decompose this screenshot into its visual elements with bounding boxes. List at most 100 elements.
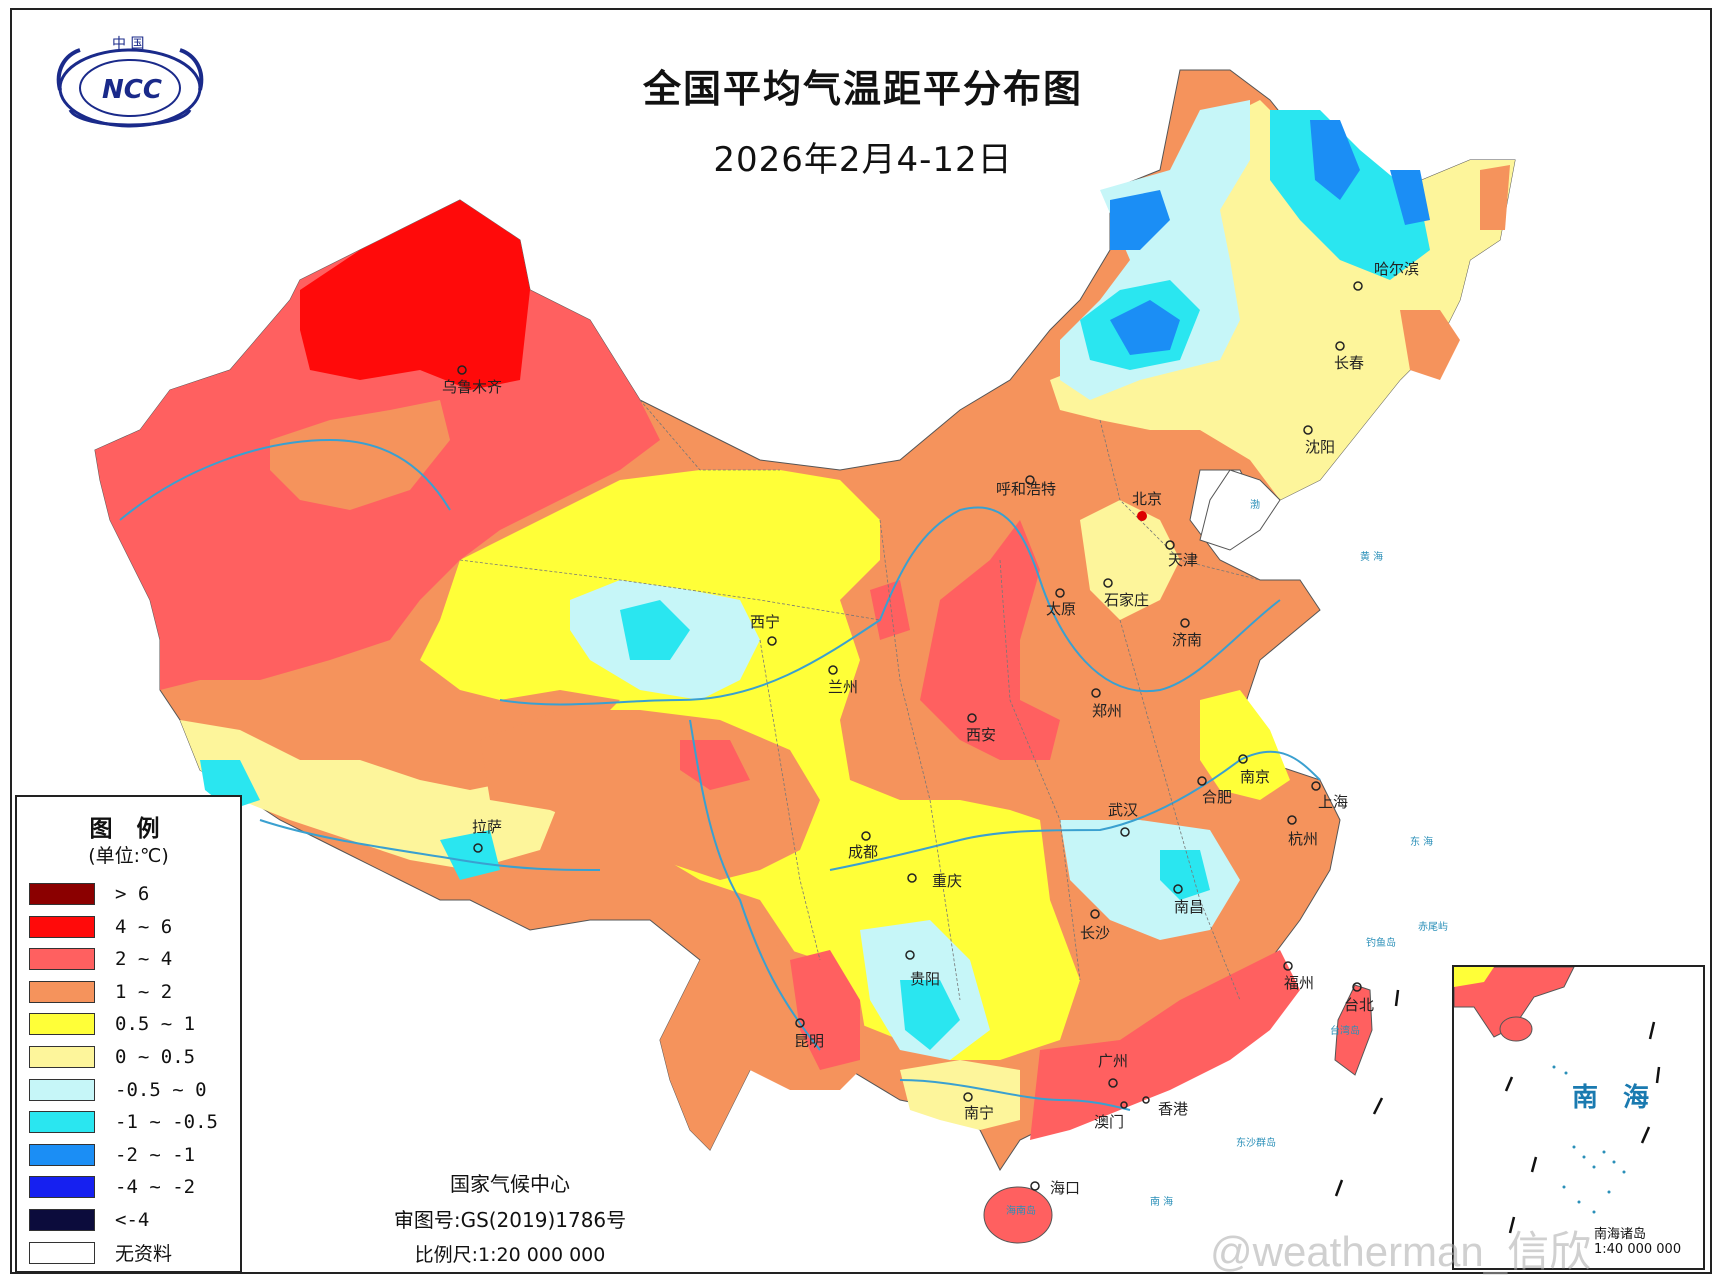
svg-text:海南岛: 海南岛: [1006, 1204, 1036, 1217]
svg-text:广州: 广州: [1098, 1052, 1128, 1070]
svg-text:香港: 香港: [1158, 1100, 1188, 1118]
legend-item: 无资料: [29, 1240, 172, 1266]
svg-text:杭州: 杭州: [1288, 830, 1318, 848]
city-xian: 西安: [966, 713, 996, 744]
legend-swatch: [29, 1078, 95, 1101]
legend-swatch: [29, 1241, 95, 1264]
legend-swatch: [29, 1209, 95, 1231]
city-shijiazhuang: 石家庄: [1103, 578, 1149, 609]
region-taiwan: [1334, 984, 1373, 1076]
svg-text:天津: 天津: [1168, 551, 1198, 569]
legend-item: -2 ~ -1: [29, 1142, 195, 1168]
region-heilongjiang-blue: [1310, 120, 1360, 200]
legend-label: -4 ~ -2: [115, 1176, 196, 1199]
svg-text:澳门: 澳门: [1094, 1113, 1124, 1131]
city-hohhot: 呼和浩特: [996, 475, 1056, 498]
legend-swatch: [29, 1143, 95, 1166]
legend-swatch: [29, 1013, 95, 1036]
region-south-2-4: [1030, 950, 1300, 1140]
legend-swatch: [29, 1046, 95, 1068]
inset-footer: 南海诸岛: [1594, 1227, 1647, 1242]
city-shanghai: 上海: [1311, 781, 1348, 811]
legend-label: 0.5 ~ 1: [115, 1013, 196, 1036]
city-haikou: 海口: [1030, 1179, 1080, 1197]
city-shenyang: 沈阳: [1303, 425, 1335, 456]
city-changchun: 长春: [1334, 341, 1364, 372]
city-harbin: 哈尔滨: [1353, 260, 1419, 291]
legend-label: 无资料: [115, 1243, 173, 1266]
city-changsha: 长沙: [1080, 909, 1110, 942]
city-nanjing: 南京: [1238, 754, 1270, 786]
city-jinan: 济南: [1172, 618, 1202, 649]
legend-label: -0.5 ~ 0: [115, 1078, 207, 1101]
svg-text:拉萨: 拉萨: [472, 818, 502, 836]
region-heilongjiang-cyan: [1270, 110, 1430, 280]
svg-text:西安: 西安: [966, 726, 996, 744]
city-urumqi: 乌鲁木齐: [442, 365, 502, 396]
legend-label: 1 ~ 2: [115, 980, 173, 1003]
ncc-logo: 中 国 NCC: [56, 36, 204, 128]
svg-text:赤尾屿: 赤尾屿: [1418, 921, 1448, 933]
svg-text:昆明: 昆明: [794, 1032, 824, 1050]
city-zhengzhou: 郑州: [1091, 688, 1122, 720]
svg-text:济南: 济南: [1172, 631, 1202, 649]
legend-label: <-4: [115, 1209, 150, 1231]
legend-label: > 6: [115, 883, 150, 905]
legend-swatch: [29, 948, 95, 971]
svg-text:郑州: 郑州: [1092, 702, 1122, 720]
city-hefei: 合肥: [1197, 776, 1232, 806]
svg-text:中 国: 中 国: [112, 36, 144, 52]
legend-swatch: [29, 980, 95, 1003]
city-chengdu: 成都: [848, 831, 878, 861]
legend-item: 0.5 ~ 1: [29, 1011, 195, 1037]
svg-text:南宁: 南宁: [964, 1104, 994, 1122]
city-macau: 澳门: [1094, 1101, 1128, 1131]
svg-text:南京: 南京: [1240, 768, 1270, 786]
legend-item: 0 ~ 0.5: [29, 1044, 195, 1070]
svg-text:福州: 福州: [1284, 974, 1314, 992]
legend-title: 图 例: [89, 816, 168, 842]
city-tianjin: 天津: [1165, 540, 1198, 569]
legend-item: -1 ~ -0.5: [29, 1109, 218, 1135]
svg-text:沈阳: 沈阳: [1305, 438, 1335, 456]
city-fuzhou: 福州: [1283, 961, 1314, 992]
svg-text:南昌: 南昌: [1174, 898, 1204, 916]
city-beijing: 北京: [1132, 490, 1162, 521]
legend-item: 2 ~ 4: [29, 946, 172, 972]
city-lanzhou: 兰州: [828, 665, 858, 696]
legend-swatch: [29, 1111, 95, 1134]
svg-text:台湾岛: 台湾岛: [1330, 1024, 1360, 1037]
svg-text:太原: 太原: [1046, 600, 1076, 618]
svg-text:武汉: 武汉: [1108, 801, 1138, 819]
region-qinghai-cyan: [620, 600, 690, 660]
svg-text:呼和浩特: 呼和浩特: [996, 480, 1056, 498]
legend-item: -4 ~ -2: [29, 1174, 195, 1200]
region-hulunbuir-blue: [1110, 190, 1170, 250]
legend-swatch: [29, 915, 95, 938]
region-hainan: [983, 1186, 1053, 1244]
region-ningxia-2-4: [870, 580, 910, 640]
svg-text:东沙群岛: 东沙群岛: [1236, 1136, 1276, 1149]
legend-item: 1 ~ 2: [29, 979, 172, 1005]
region-hebei-yellow: [1080, 500, 1180, 620]
svg-text:合肥: 合肥: [1202, 788, 1232, 806]
region-tibet-0-0.5: [180, 720, 560, 870]
credit-approval: 审图号:GS(2019)1786号: [393, 1208, 627, 1232]
inset-scale: 南海诸岛 1:40 000 000: [1594, 1223, 1681, 1257]
city-hangzhou: 杭州: [1287, 815, 1318, 848]
svg-text:黄 海: 黄 海: [1360, 550, 1383, 563]
legend-unit: (单位:℃): [88, 845, 169, 867]
map-frame: [10, 8, 1712, 1274]
city-guangzhou: 广州: [1098, 1052, 1128, 1088]
legend: 图 例 (单位:℃) > 6 4 ~ 6 2 ~ 4 1 ~ 2 0.5 ~ 1 0 ~ …: [15, 795, 242, 1273]
svg-text:钓鱼岛: 钓鱼岛: [1366, 936, 1396, 949]
bohai-sea: [1199, 469, 1281, 551]
svg-text:东 海: 东 海: [1410, 835, 1433, 848]
south-china-sea-inset: 南 海 南海诸岛 1:40 000 000: [1452, 965, 1705, 1270]
inset-sea-label: 南 海: [1572, 1083, 1658, 1113]
legend-label: -1 ~ -0.5: [115, 1111, 218, 1134]
region-southwest-2-4: [680, 740, 750, 790]
svg-text:兰州: 兰州: [828, 678, 858, 696]
region-xinjiang-4-6: [300, 200, 530, 390]
